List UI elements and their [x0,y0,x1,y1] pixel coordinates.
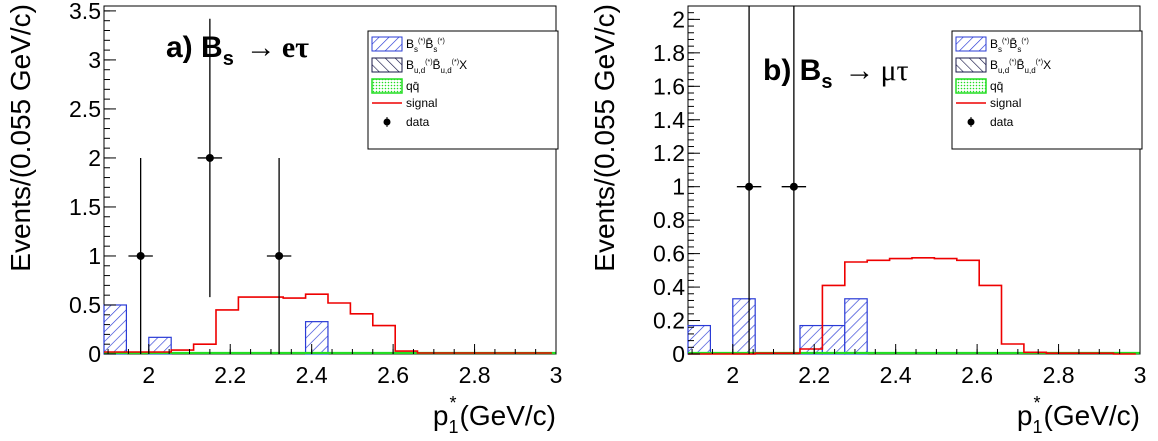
legend-label-qq: qq̄ [990,79,1003,93]
panel-a: 2 2.2 2.4 2.6 2.8 3 0 0.5 1 1.5 2 2.5 3 3.5 Events/(0.… [5,0,563,437]
data-point [205,153,214,162]
x-label-sub: 1 [1033,417,1043,436]
panel-title: a) Bs → eτ [166,31,309,70]
bsbs-bar [687,324,711,355]
y-tick-label: 0.6 [653,241,685,267]
data-point [275,251,284,260]
x-tick-label: 2 [726,362,739,388]
y-tick-label: 0 [88,341,101,367]
x-tick-label: 3 [550,362,563,388]
y-tick-label: 1 [88,243,101,269]
bsbs-bar [732,298,756,355]
legend-label-data: data [406,115,430,129]
decay-products: μτ [880,54,908,87]
y-tick-label: 3 [88,47,101,73]
y-axis-label: Events/(0.055 GeV/c) [589,4,620,272]
panel-b: 2 2.2 2.4 2.6 2.8 3 0 0.2 0.4 0.6 0.8 1 1.2 1.4 1.6 1.8… [589,4,1147,437]
legend-swatch-bud [955,57,987,73]
x-label-sup: * [1034,393,1041,413]
legend-swatch-qq [371,78,403,94]
panel-label: a) [166,31,201,64]
legend-label-qq: qq̄ [406,79,419,93]
legend-swatch-bud [371,57,403,73]
x-tick-label: 2.6 [377,362,409,388]
x-label-sup: * [450,393,457,413]
x-tick-label: 2.4 [880,362,912,388]
y-tick-label: 2 [672,6,685,32]
x-tick-label: 3 [1134,362,1147,388]
decay-parent: B [201,31,223,64]
x-label-main: p [433,400,449,431]
x-tick-label: 2.8 [1043,362,1075,388]
bsbs-bar [844,298,868,355]
bsbs-bar [821,324,846,355]
bsbs-bar [103,304,127,355]
x-label-unit: (GeV/c) [460,400,556,431]
legend-swatch-bsbs [371,36,403,52]
y-tick-label: 2.5 [69,96,101,122]
y-tick-label: 1.6 [653,73,685,99]
legend-swatch-qq [955,78,987,94]
y-tick-label: 2 [88,145,101,171]
y-axis-label: Events/(0.055 GeV/c) [5,4,36,272]
y-tick-label: 1.8 [653,40,685,66]
x-label-sub: 1 [449,417,459,436]
x-axis-label: p1 * (GeV/c) [1017,393,1140,436]
legend-label-data: data [990,115,1014,129]
decay-arrow: → [246,31,276,64]
x-tick-label: 2.4 [296,362,328,388]
y-tick-label: 1 [672,174,685,200]
y-tick-label: 0 [672,341,685,367]
y-tick-label: 3.5 [69,0,101,24]
x-tick-label: 2.2 [798,362,830,388]
data-point [745,182,754,191]
y-tick-label: 0.5 [69,292,101,318]
data-point [136,251,145,260]
y-tick-label: 0.2 [653,308,685,334]
x-axis-label: p1 * (GeV/c) [433,393,556,436]
legend-label-signal: signal [990,96,1021,110]
legend-label-signal: signal [406,96,437,110]
signal-line [104,293,552,354]
decay-parent-sub: s [821,71,832,93]
x-label-main: p [1017,400,1033,431]
legend-swatch-bsbs [955,36,987,52]
panel-title: b) Bs → μτ [763,54,909,93]
signal-line [688,257,1136,355]
y-tick-label: 1.5 [69,194,101,220]
x-tick-label: 2.2 [214,362,246,388]
decay-parent: B [800,54,822,87]
data-point [789,182,798,191]
x-tick-label: 2.6 [961,362,993,388]
y-tick-label: 1.4 [653,107,685,133]
decay-arrow: → [844,54,874,87]
bsbs-bar [304,321,329,355]
panel-label: b) [763,54,800,87]
x-label-unit: (GeV/c) [1044,400,1140,431]
decay-parent-sub: s [223,48,234,70]
decay-products: eτ [282,31,309,64]
y-tick-label: 1.2 [653,140,685,166]
x-tick-label: 2.8 [459,362,491,388]
x-tick-label: 2 [142,362,155,388]
y-tick-label: 0.4 [653,274,685,300]
y-tick-label: 0.8 [653,207,685,233]
